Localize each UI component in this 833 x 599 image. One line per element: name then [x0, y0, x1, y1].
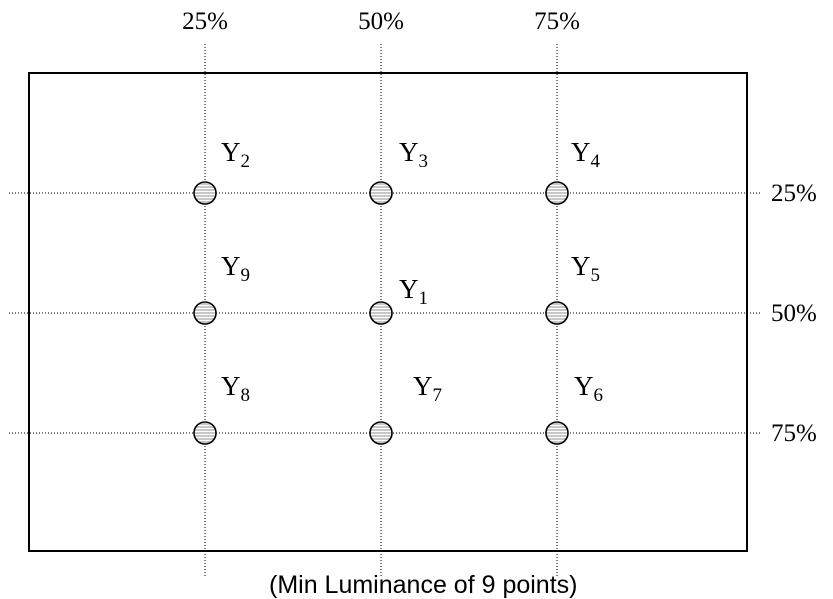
point-label: Y4	[571, 137, 601, 172]
measurement-point-circle	[369, 301, 393, 325]
measurement-point-circle	[545, 181, 569, 205]
measurement-point-circle	[545, 301, 569, 325]
row-labels: 25% 50% 75%	[771, 180, 817, 447]
row-label-25: 25%	[771, 180, 817, 207]
column-label-25: 25%	[182, 8, 228, 35]
measurement-point: Y4	[545, 137, 601, 205]
measurement-point: Y7	[369, 371, 442, 445]
row-label-75: 75%	[771, 420, 817, 447]
measurement-points: Y2 Y3 Y4 Y9 Y1 Y5 Y8 Y7 Y6	[193, 137, 603, 445]
measurement-point-circle	[193, 301, 217, 325]
point-label: Y5	[571, 251, 600, 286]
point-label: Y1	[399, 274, 428, 309]
point-label: Y2	[221, 137, 250, 172]
point-label: Y3	[399, 137, 428, 172]
measurement-point: Y8	[193, 371, 250, 445]
measurement-point-circle	[545, 421, 569, 445]
measurement-point: Y2	[193, 137, 250, 205]
measurement-point-circle	[369, 421, 393, 445]
measurement-point: Y9	[193, 251, 250, 325]
measurement-point: Y5	[545, 251, 600, 325]
column-label-75: 75%	[534, 8, 580, 35]
measurement-point-circle	[369, 181, 393, 205]
point-label: Y7	[413, 371, 442, 406]
row-label-50: 50%	[771, 300, 817, 327]
measurement-point-circle	[193, 421, 217, 445]
column-labels: 25% 50% 75%	[182, 8, 580, 35]
point-label: Y6	[574, 371, 603, 406]
caption: (Min Luminance of 9 points)	[269, 571, 577, 599]
column-label-50: 50%	[358, 8, 404, 35]
point-label: Y9	[221, 251, 250, 286]
measurement-point-circle	[193, 181, 217, 205]
point-label: Y8	[221, 371, 250, 406]
measurement-point: Y6	[545, 371, 603, 445]
measurement-point: Y1	[369, 274, 428, 325]
measurement-point: Y3	[369, 137, 428, 205]
